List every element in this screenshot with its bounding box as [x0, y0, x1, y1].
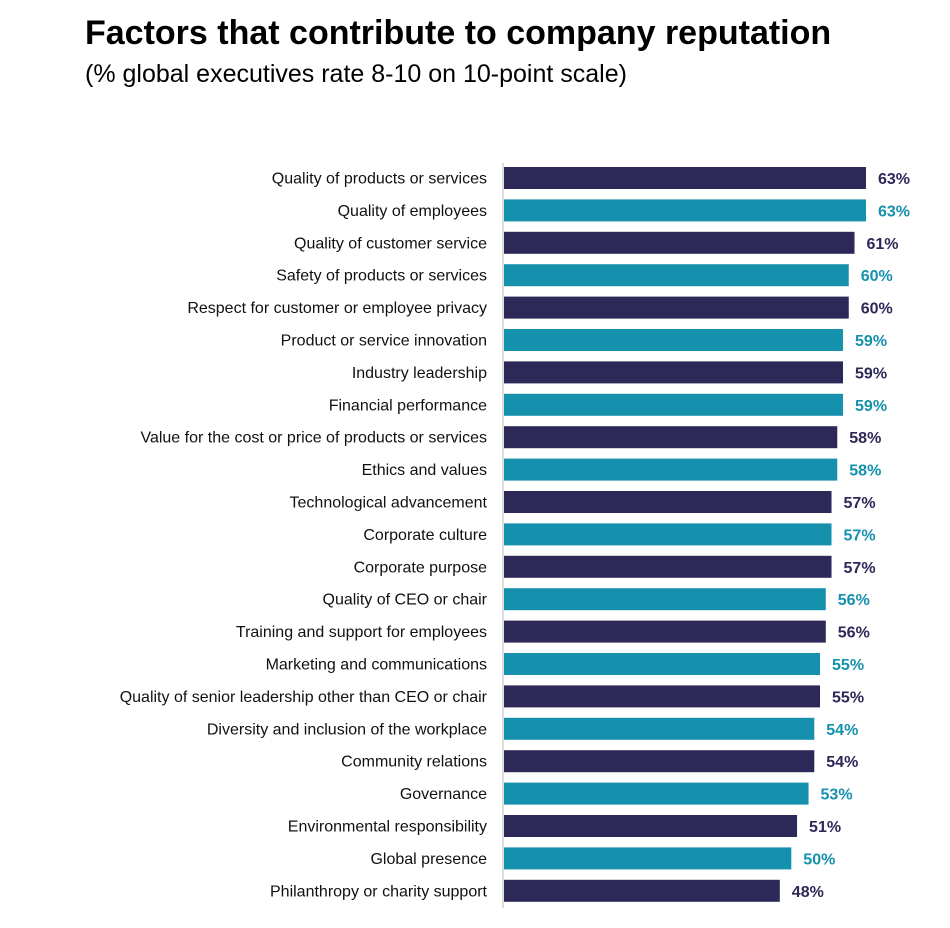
category-label: Quality of CEO or chair — [323, 592, 488, 609]
bar — [504, 231, 855, 254]
category-label: Global presence — [370, 851, 487, 868]
category-label: Product or service innovation — [281, 333, 487, 350]
value-label: 55% — [832, 689, 864, 706]
bar — [504, 264, 849, 287]
chart-title: Factors that contribute to company reput… — [85, 14, 832, 52]
category-label: Community relations — [341, 754, 487, 771]
category-label: Quality of employees — [338, 203, 487, 220]
bar — [504, 458, 838, 481]
bar — [504, 167, 866, 189]
category-label: Quality of senior leadership other than … — [120, 689, 488, 706]
bar — [504, 555, 832, 578]
category-label: Respect for customer or employee privacy — [187, 300, 487, 317]
bar — [504, 296, 849, 319]
value-label: 60% — [861, 268, 893, 285]
value-label: 53% — [821, 787, 853, 804]
category-label: Financial performance — [329, 397, 487, 414]
category-label: Safety of products or services — [276, 268, 487, 285]
bar — [504, 329, 844, 351]
bar — [504, 491, 832, 513]
value-label: 57% — [844, 560, 876, 577]
value-label: 59% — [855, 365, 887, 382]
category-label: Environmental responsibility — [288, 819, 487, 836]
value-label: 58% — [849, 463, 881, 480]
bar — [504, 199, 866, 222]
value-label: 56% — [838, 625, 870, 642]
value-label: 56% — [838, 592, 870, 609]
value-label: 63% — [878, 171, 910, 188]
value-label: 61% — [867, 236, 899, 253]
bar — [504, 879, 780, 902]
value-label: 57% — [844, 527, 876, 544]
value-label: 54% — [826, 754, 858, 771]
bar — [504, 426, 838, 449]
bar — [504, 653, 821, 675]
category-label: Marketing and communications — [266, 657, 487, 674]
category-label: Value for the cost or price of products … — [140, 430, 487, 447]
value-label: 60% — [861, 301, 893, 318]
category-label: Corporate purpose — [354, 559, 488, 576]
value-label: 57% — [844, 495, 876, 512]
bar — [504, 588, 826, 611]
category-label: Governance — [400, 786, 487, 803]
bar — [504, 361, 844, 384]
bar — [504, 847, 792, 870]
bar — [504, 620, 826, 643]
category-label: Training and support for employees — [236, 624, 487, 641]
value-label: 54% — [826, 722, 858, 739]
value-label: 55% — [832, 657, 864, 674]
category-label: Diversity and inclusion of the workplace — [207, 721, 487, 738]
value-label: 63% — [878, 203, 910, 220]
value-label: 50% — [803, 851, 835, 868]
bar — [504, 782, 809, 805]
bar — [504, 685, 821, 708]
value-label: 59% — [855, 333, 887, 350]
bar — [504, 393, 844, 416]
value-label: 48% — [792, 884, 824, 901]
category-label: Quality of products or services — [272, 171, 487, 188]
chart-subtitle: (% global executives rate 8-10 on 10-poi… — [85, 60, 627, 88]
category-label: Quality of customer service — [294, 235, 487, 252]
category-label: Philanthropy or charity support — [270, 883, 488, 900]
bar — [504, 523, 832, 546]
category-label: Industry leadership — [352, 365, 487, 382]
bar — [504, 750, 815, 773]
category-label: Technological advancement — [290, 495, 488, 512]
category-label: Corporate culture — [363, 527, 487, 544]
category-label: Ethics and values — [362, 462, 487, 479]
bar — [504, 815, 798, 837]
value-label: 51% — [809, 819, 841, 836]
value-label: 58% — [849, 430, 881, 447]
value-label: 59% — [855, 398, 887, 415]
bar — [504, 717, 815, 740]
